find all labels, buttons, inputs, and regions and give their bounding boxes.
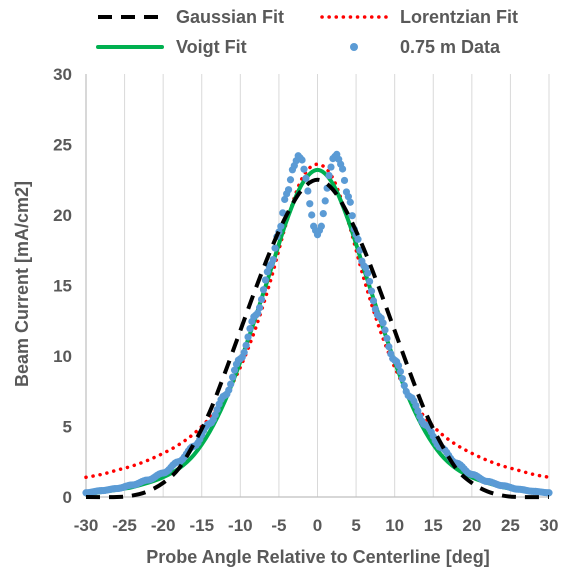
series-line-lorentzian-fit <box>84 162 551 480</box>
data-point <box>229 373 237 381</box>
data-point <box>396 367 405 376</box>
data-point <box>281 195 289 204</box>
legend-label: 0.75 m Data <box>400 37 501 57</box>
series-line-gaussian-fit <box>85 177 550 500</box>
x-tick-label: -5 <box>271 516 286 535</box>
data-point <box>263 268 271 276</box>
data-point <box>261 276 270 284</box>
y-tick-label: 20 <box>53 206 72 225</box>
gridlines <box>85 74 550 497</box>
data-point <box>277 222 285 230</box>
x-tick-label: 5 <box>351 516 360 535</box>
data-point <box>348 212 356 220</box>
data-point <box>362 264 370 272</box>
data-point <box>398 374 406 383</box>
y-tick-label: 5 <box>63 418 72 437</box>
data-point <box>381 326 389 334</box>
data-point <box>213 405 221 414</box>
data-point <box>354 235 362 243</box>
data-point <box>298 156 306 164</box>
y-tick-label: 15 <box>53 277 72 296</box>
legend-label: Voigt Fit <box>176 37 247 57</box>
legend-swatch <box>350 43 358 51</box>
data-point <box>230 366 239 374</box>
data-point <box>325 171 333 180</box>
data-point <box>364 269 372 277</box>
x-tick-label: 15 <box>424 516 443 535</box>
data-point <box>304 187 312 195</box>
data-point <box>319 209 327 218</box>
data-point <box>308 211 316 219</box>
data-point <box>344 193 352 201</box>
data-point <box>269 256 277 264</box>
data-point <box>300 165 308 173</box>
data-point <box>321 197 329 205</box>
data-point <box>317 222 325 230</box>
data-point <box>379 319 387 327</box>
legend-label: Gaussian Fit <box>176 7 284 27</box>
y-axis-title: Beam Current [mA/cm2] <box>12 181 32 387</box>
data-point <box>340 176 349 185</box>
data-point <box>271 244 279 252</box>
x-tick-label: -20 <box>151 516 176 535</box>
data-point <box>346 198 354 206</box>
x-tick-label: 30 <box>540 516 559 535</box>
x-axis-title: Probe Angle Relative to Centerline [deg] <box>146 547 489 567</box>
y-tick-label: 0 <box>63 488 72 507</box>
data-point <box>284 186 293 194</box>
data-point <box>256 304 264 312</box>
data-point <box>246 325 254 333</box>
data-point <box>338 165 347 173</box>
data-point <box>240 348 248 357</box>
data-point <box>244 333 252 341</box>
y-tick-label: 10 <box>53 347 72 366</box>
data-point <box>367 287 376 295</box>
data-point <box>286 176 295 184</box>
data-point <box>383 334 391 342</box>
data-point <box>254 309 262 317</box>
x-tick-label: 25 <box>501 516 520 535</box>
plot-area <box>82 150 553 500</box>
legend-item: Gaussian Fit <box>98 7 284 27</box>
data-point <box>227 380 235 388</box>
x-tick-label: -25 <box>112 516 137 535</box>
x-tick-label: 10 <box>385 516 404 535</box>
x-tick-label: 0 <box>313 516 322 535</box>
data-point <box>414 407 422 415</box>
x-tick-label: -30 <box>74 516 99 535</box>
x-tick-label: -10 <box>228 516 253 535</box>
legend-label: Lorentzian Fit <box>400 7 518 27</box>
data-point <box>211 411 219 419</box>
data-point <box>369 297 378 305</box>
data-point <box>327 163 335 171</box>
data-point <box>242 341 250 349</box>
data-point <box>545 489 553 497</box>
data-point <box>412 401 420 410</box>
tick-labels: -30 -25 -20 -15 -10 -5 0 5 10 15 20 25 30 0 5 10 15 20 25 3… <box>53 65 558 535</box>
y-tick-label: 30 <box>53 65 72 84</box>
data-point <box>371 305 379 313</box>
axes <box>85 74 549 498</box>
data-point <box>257 295 266 304</box>
legend-item: 0.75 m Data <box>350 37 501 57</box>
data-point <box>385 343 393 351</box>
data-point <box>225 386 233 394</box>
legend-item: Lorentzian Fit <box>320 7 518 27</box>
legend-item: Voigt Fit <box>96 37 247 57</box>
legend: Gaussian Fit Lorentzian Fit Voigt Fit 0.75 … <box>96 7 518 57</box>
data-point <box>400 381 408 390</box>
data-point <box>365 277 374 286</box>
data-point <box>302 174 310 182</box>
x-tick-label: -15 <box>189 516 214 535</box>
data-point <box>259 286 268 294</box>
data-point <box>394 362 403 370</box>
y-tick-label: 25 <box>53 136 72 155</box>
data-point <box>306 200 314 208</box>
x-tick-label: 20 <box>462 516 481 535</box>
